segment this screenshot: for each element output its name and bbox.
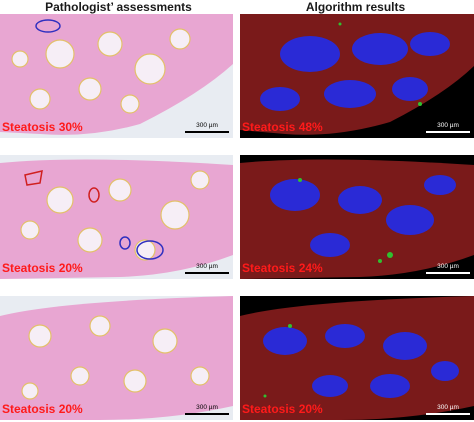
scale-bar-line [426, 413, 470, 415]
algorithm-steatosis-label-3: Steatosis 20% [242, 402, 323, 416]
scale-bar-line [426, 272, 470, 274]
scale-bar-3: 300 µm [185, 263, 229, 275]
algorithm-panel-1: Steatosis 48% 300 µm [240, 14, 474, 138]
algorithm-header: Algorithm results [305, 0, 406, 14]
he-stain-image-1 [0, 14, 233, 138]
pathology-panel-1: Steatosis 30% 300 µm [0, 14, 233, 138]
he-stain-image-2 [0, 155, 233, 279]
pathologist-header: Pathologist’ assessments [45, 0, 192, 14]
scale-bar-label: 300 µm [437, 263, 459, 270]
algorithm-image-3 [240, 296, 474, 420]
scale-bar-label: 300 µm [196, 122, 218, 129]
scale-bar-label: 300 µm [437, 122, 459, 129]
scale-bar-5: 300 µm [185, 404, 229, 416]
algorithm-image-1 [240, 14, 474, 138]
algorithm-panel-2: Steatosis 24% 300 µm [240, 155, 474, 279]
scale-bar-label: 300 µm [437, 404, 459, 411]
algorithm-steatosis-label-1: Steatosis 48% [242, 120, 323, 134]
scale-bar-line [185, 272, 229, 274]
pathology-panel-2: Steatosis 20% 300 µm [0, 155, 233, 279]
scale-bar-label: 300 µm [196, 404, 218, 411]
pathology-steatosis-label-1: Steatosis 30% [2, 120, 83, 134]
scale-bar-line [185, 413, 229, 415]
scale-bar-1: 300 µm [185, 122, 229, 134]
scale-bar-4: 300 µm [426, 263, 470, 275]
algorithm-image-2 [240, 155, 474, 279]
scale-bar-label: 300 µm [196, 263, 218, 270]
pathology-steatosis-label-2: Steatosis 20% [2, 261, 83, 275]
pathology-panel-3: Steatosis 20% 300 µm [0, 296, 233, 420]
he-stain-image-3 [0, 296, 233, 420]
pathology-steatosis-label-3: Steatosis 20% [2, 402, 83, 416]
scale-bar-2: 300 µm [426, 122, 470, 134]
algorithm-panel-3: Steatosis 20% 300 µm [240, 296, 474, 420]
scale-bar-line [185, 131, 229, 133]
scale-bar-line [426, 131, 470, 133]
scale-bar-6: 300 µm [426, 404, 470, 416]
algorithm-steatosis-label-2: Steatosis 24% [242, 261, 323, 275]
